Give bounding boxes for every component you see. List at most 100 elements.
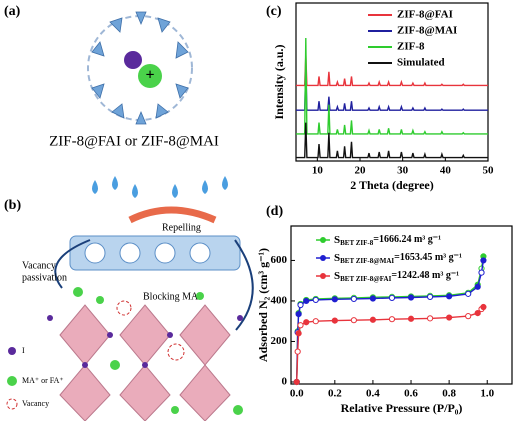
- cations: [73, 287, 243, 415]
- x-tick-label: 20: [355, 165, 367, 177]
- y-tick-label: 200: [271, 335, 288, 347]
- legend-swatch: [7, 376, 17, 386]
- panel-tag: (b): [4, 198, 21, 213]
- marker: [312, 318, 319, 325]
- marker: [388, 294, 396, 302]
- legend-value: =1653.45 m³ g⁻¹: [394, 252, 462, 263]
- arrow: [234, 239, 254, 331]
- x-tick-label: 10: [312, 165, 324, 177]
- marker: [480, 257, 487, 264]
- legend-swatch: [8, 347, 16, 355]
- repel-arrow: [128, 206, 217, 224]
- legend-label: Vacancy: [22, 399, 49, 408]
- marker: [295, 311, 302, 318]
- legend-name: BET ZIF-8@MAI: [340, 257, 394, 265]
- marker: [388, 316, 396, 323]
- marker: [480, 303, 487, 311]
- x-tick-label: 30: [397, 165, 409, 177]
- zif-cage: +: [87, 11, 193, 125]
- svg-text:+: +: [145, 67, 154, 84]
- marker: [369, 295, 377, 302]
- x-tick-label: 50: [483, 165, 495, 177]
- marker: [312, 296, 319, 304]
- legend-label: SBET ZIF-8=1666.24 m³ g⁻¹: [334, 234, 441, 247]
- legend-label: SBET ZIF-8@FAI=1242.48 m³ g⁻¹: [334, 270, 459, 283]
- marker: [331, 317, 338, 324]
- vacancy-mark: [116, 300, 132, 316]
- legend-swatch: [6, 398, 18, 410]
- marker: [293, 378, 300, 386]
- plot-frame: [290, 225, 513, 385]
- legend-label: ZIF-8: [397, 41, 425, 53]
- legend-prefix: S: [334, 270, 340, 282]
- x-tick-label: 40: [440, 165, 452, 177]
- marker: [465, 313, 472, 320]
- panel-tag: (d): [266, 204, 283, 219]
- legend-prefix: S: [334, 252, 340, 264]
- plot-frame: [295, 2, 489, 162]
- marker: [297, 322, 304, 329]
- legend-name: BET ZIF-8@FAI: [340, 275, 391, 283]
- y-axis-label: Intensity (a.u.): [272, 44, 286, 119]
- marker: [426, 293, 434, 300]
- x-tick-label: 0.8: [442, 388, 456, 400]
- marker: [303, 319, 310, 326]
- y-tick-label: 400: [271, 294, 288, 306]
- marker: [350, 295, 357, 303]
- x-axis-label: 2 Theta (degree): [350, 178, 434, 192]
- legend-label: ZIF-8@FAI: [397, 9, 453, 21]
- marker: [446, 314, 453, 321]
- series-line: [296, 37, 488, 135]
- label: Blocking MA⁺: [143, 291, 204, 302]
- series-line: [296, 54, 488, 87]
- zif-layer: [69, 235, 241, 271]
- x-tick-label: 0.4: [366, 388, 380, 400]
- arrow: [54, 239, 91, 289]
- iodide: [47, 315, 243, 368]
- caption: ZIF-8@FAI or ZIF-8@MAI: [49, 133, 219, 149]
- perovskite: [59, 304, 231, 421]
- marker: [465, 290, 472, 297]
- panel-tag: (c): [266, 4, 282, 19]
- marker: [350, 317, 357, 324]
- marker: [407, 294, 415, 301]
- legend-label: I: [22, 346, 25, 355]
- series-line: [296, 122, 488, 159]
- marker: [426, 315, 434, 322]
- x-tick-label: 0.6: [404, 388, 418, 400]
- legend-prefix: S: [334, 234, 340, 246]
- label: Repelling: [162, 222, 201, 233]
- label: passivation: [22, 272, 67, 283]
- legend-label: Simulated: [397, 57, 445, 69]
- marker: [407, 315, 415, 322]
- legend-name: BET ZIF-8: [340, 239, 374, 247]
- series-line: [296, 65, 488, 111]
- legend-label: MA⁺ or FA⁺: [22, 376, 64, 385]
- y-tick-label: 0: [282, 376, 288, 388]
- marker: [474, 283, 481, 290]
- legend-swatch: [320, 255, 326, 261]
- marker: [474, 310, 481, 317]
- legend-swatch: [320, 273, 326, 279]
- panel-tag: (a): [4, 4, 21, 19]
- x-tick-label: 0.2: [328, 388, 342, 400]
- legend-label: SBET ZIF-8@MAI=1653.45 m³ g⁻¹: [334, 252, 462, 265]
- x-tick-label: 1.0: [480, 388, 494, 400]
- marker: [331, 296, 338, 303]
- legend-value: =1666.24 m³ g⁻¹: [373, 234, 441, 245]
- legend-swatch: [320, 237, 326, 243]
- vacancy-mark: [167, 343, 185, 361]
- x-axis-label: Relative Pressure (P/P₀): [341, 401, 463, 415]
- legend-value: =1242.48 m³ g⁻¹: [391, 270, 459, 281]
- label: Vacancy: [22, 260, 56, 271]
- marker: [303, 297, 310, 305]
- marker: [478, 269, 485, 276]
- y-axis-label: Adsorbed N₂ (cm³ g⁻¹): [256, 248, 270, 362]
- drops: [92, 176, 228, 198]
- marker: [446, 293, 453, 300]
- y-tick-label: 600: [271, 254, 288, 266]
- marker: [295, 330, 302, 337]
- x-tick-label: 0.0: [290, 388, 304, 400]
- marker: [297, 301, 304, 309]
